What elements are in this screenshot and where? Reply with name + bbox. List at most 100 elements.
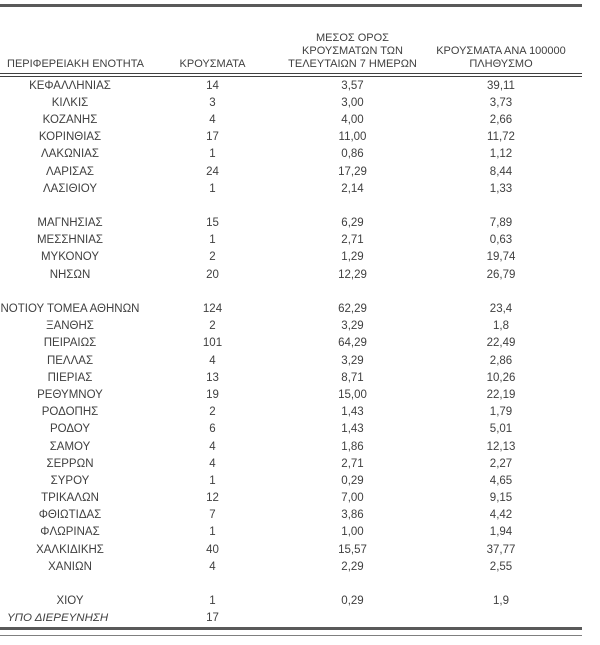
table-row: ΞΑΝΘΗΣ 2 3,29 1,8 <box>0 318 582 335</box>
cases-cell: 17 <box>206 131 219 144</box>
table-body: ΚΕΦΑΛΛΗΝΙΑΣ 14 3,57 39,11 ΚΙΛΚΙΣ 3 3,00 … <box>0 77 582 630</box>
avg-7day-cell: 8,71 <box>341 371 364 384</box>
region-name-cell: ΛΑΣΙΘΙΟΥ <box>42 182 98 195</box>
region-name-cell: ΡΟΔΟΥ <box>49 423 91 436</box>
table-row: ΣΑΜΟΥ 4 1,86 12,13 <box>0 438 582 455</box>
table-row: ΣΥΡΟΥ 1 0,29 4,65 <box>0 472 582 489</box>
cases-cell: 19 <box>206 388 219 401</box>
cases-cell: 1 <box>209 595 216 608</box>
cases-per-100k-cell: 26,79 <box>486 268 516 281</box>
avg-7day-cell: 0,86 <box>341 148 364 161</box>
cases-per-100k-cell: 12,13 <box>486 440 516 453</box>
cases-per-100k-cell: 22,49 <box>486 337 516 350</box>
cases-per-100k-cell: 9,15 <box>489 492 513 505</box>
cases-cell: 40 <box>206 543 219 556</box>
avg-7day-cell: 6,29 <box>341 217 364 230</box>
region-name-cell: ΣΕΡΡΩΝ <box>46 457 94 470</box>
table-row: ΚΕΦΑΛΛΗΝΙΑΣ 14 3,57 39,11 <box>0 77 582 94</box>
region-name-cell: ΠΙΕΡΙΑΣ <box>47 371 93 384</box>
cases-cell: 3 <box>209 96 216 109</box>
region-name-cell: ΦΛΩΡΙΝΑΣ <box>40 526 100 539</box>
cases-per-100k-cell: 8,44 <box>489 165 513 178</box>
avg-7day-cell: 3,29 <box>341 354 364 367</box>
table-row: ΦΘΙΩΤΙΔΑΣ 7 3,86 4,42 <box>0 507 582 524</box>
cases-cell: 15 <box>206 217 219 230</box>
cases-per-100k-cell: 1,9 <box>493 595 509 608</box>
cases-per-100k-cell: 1,12 <box>489 148 513 161</box>
avg-7day-cell: 2,71 <box>341 234 364 247</box>
table-row: ΠΙΕΡΙΑΣ 13 8,71 10,26 <box>0 369 582 386</box>
cases-per-100k-cell: 2,86 <box>489 354 513 367</box>
avg-7day-cell: 0,29 <box>341 595 364 608</box>
avg-7day-cell: 15,00 <box>338 388 367 401</box>
cases-per-100k-cell: 2,66 <box>489 113 513 126</box>
avg-7day-cell: 1,43 <box>341 423 364 436</box>
cases-cell: 1 <box>209 526 216 539</box>
cases-cell: 6 <box>209 423 216 436</box>
cases-cell: 1 <box>209 148 216 161</box>
table-row: ΛΑΣΙΘΙΟΥ 1 2,14 1,33 <box>0 180 582 197</box>
cases-cell: 1 <box>209 234 216 247</box>
table-row: ΠΕΙΡΑΙΩΣ 101 64,29 22,49 <box>0 335 582 352</box>
region-name-cell: ΛΑΡΙΣΑΣ <box>45 165 95 178</box>
avg-7day-cell: 17,29 <box>338 165 367 178</box>
table-row: ΜΥΚΟΝΟΥ 2 1,29 19,74 <box>0 249 582 266</box>
avg-7day-cell: 15,57 <box>338 543 367 556</box>
bottom-rule <box>0 635 582 636</box>
cases-per-100k-cell: 1,79 <box>489 406 513 419</box>
region-name-cell: ΦΘΙΩΤΙΔΑΣ <box>38 509 102 522</box>
table-row: ΦΛΩΡΙΝΑΣ 1 1,00 1,94 <box>0 524 582 541</box>
region-name-cell: ΚΙΛΚΙΣ <box>51 96 89 109</box>
region-name-cell: ΣΑΜΟΥ <box>49 440 91 453</box>
avg-7day-cell: 3,57 <box>341 79 364 92</box>
cases-per-100k-cell: 22,19 <box>486 388 516 401</box>
cases-cell: 4 <box>209 457 216 470</box>
avg-7day-cell: 12,29 <box>338 268 367 281</box>
region-name-cell: ΝΟΤΙΟΥ ΤΟΜΕΑ ΑΘΗΝΩΝ <box>0 303 140 316</box>
cases-per-100k-cell: 19,74 <box>486 251 516 264</box>
region-name-cell: ΜΥΚΟΝΟΥ <box>40 251 100 264</box>
cases-per-100k-cell: 5,01 <box>489 423 513 436</box>
table-row <box>0 283 582 300</box>
table-row: ΥΠΟ ΔΙΕΡΕΥΝΗΣΗ 17 <box>0 610 582 627</box>
table-row: ΛΑΚΩΝΙΑΣ 1 0,86 1,12 <box>0 146 582 163</box>
cases-per-100k-cell: 1,94 <box>489 526 513 539</box>
cases-per-100k-cell: 4,42 <box>489 509 513 522</box>
cases-cell: 4 <box>209 440 216 453</box>
region-name-cell: ΜΕΣΣΗΝΙΑΣ <box>36 234 104 247</box>
cases-per-100k-cell: 1,8 <box>493 320 509 333</box>
table-row: ΡΟΔΟΠΗΣ 2 1,43 1,79 <box>0 404 582 421</box>
region-name-cell: ΧΑΛΚΙΔΙΚΗΣ <box>36 543 104 556</box>
table-row <box>0 197 582 214</box>
cases-cell: 2 <box>209 406 216 419</box>
avg-7day-cell: 2,29 <box>341 560 364 573</box>
region-name-cell: ΝΗΣΩΝ <box>49 268 91 281</box>
avg-7day-cell: 1,29 <box>341 251 364 264</box>
cases-cell: 13 <box>206 371 219 384</box>
avg-7day-cell: 0,29 <box>341 474 364 487</box>
cases-per-100k-cell: 1,33 <box>489 182 513 195</box>
region-name-cell: ΚΟΡΙΝΘΙΑΣ <box>38 131 102 144</box>
cases-cell: 2 <box>209 251 216 264</box>
region-name-cell: ΥΠΟ ΔΙΕΡΕΥΝΗΣΗ <box>7 612 109 625</box>
column-header-region: ΠΕΡΙΦΕΡΕΙΑΚΗ ΕΝΟΤΗΤΑ <box>7 58 144 70</box>
cases-per-100k-cell: 0,63 <box>489 234 513 247</box>
cases-cell: 12 <box>206 492 219 505</box>
avg-7day-cell: 2,71 <box>341 457 364 470</box>
table-row: ΧΑΝΙΩΝ 4 2,29 2,55 <box>0 558 582 575</box>
table-row: ΝΟΤΙΟΥ ΤΟΜΕΑ ΑΘΗΝΩΝ 124 62,29 23,4 <box>0 300 582 317</box>
table-row: ΤΡΙΚΑΛΩΝ 12 7,00 9,15 <box>0 490 582 507</box>
cases-per-100k-cell: 2,27 <box>489 457 513 470</box>
cases-by-region-table: ΠΕΡΙΦΕΡΕΙΑΚΗ ΕΝΟΤΗΤΑ ΚΡΟΥΣΜΑΤΑ ΜΕΣΟΣ ΟΡΟ… <box>0 4 582 630</box>
avg-7day-cell: 3,86 <box>341 509 364 522</box>
table-row: ΚΙΛΚΙΣ 3 3,00 3,73 <box>0 94 582 111</box>
avg-7day-cell: 64,29 <box>338 337 367 350</box>
cases-cell: 101 <box>202 337 223 350</box>
region-name-cell: ΛΑΚΩΝΙΑΣ <box>41 148 99 161</box>
region-name-cell: ΜΑΓΝΗΣΙΑΣ <box>37 217 103 230</box>
region-name-cell: ΤΡΙΚΑΛΩΝ <box>41 492 99 505</box>
table-row: ΜΑΓΝΗΣΙΑΣ 15 6,29 7,89 <box>0 215 582 232</box>
cases-per-100k-cell: 10,26 <box>486 371 516 384</box>
region-name-cell: ΡΕΘΥΜΝΟΥ <box>37 388 103 401</box>
region-name-cell: ΚΟΖΑΝΗΣ <box>42 113 98 126</box>
